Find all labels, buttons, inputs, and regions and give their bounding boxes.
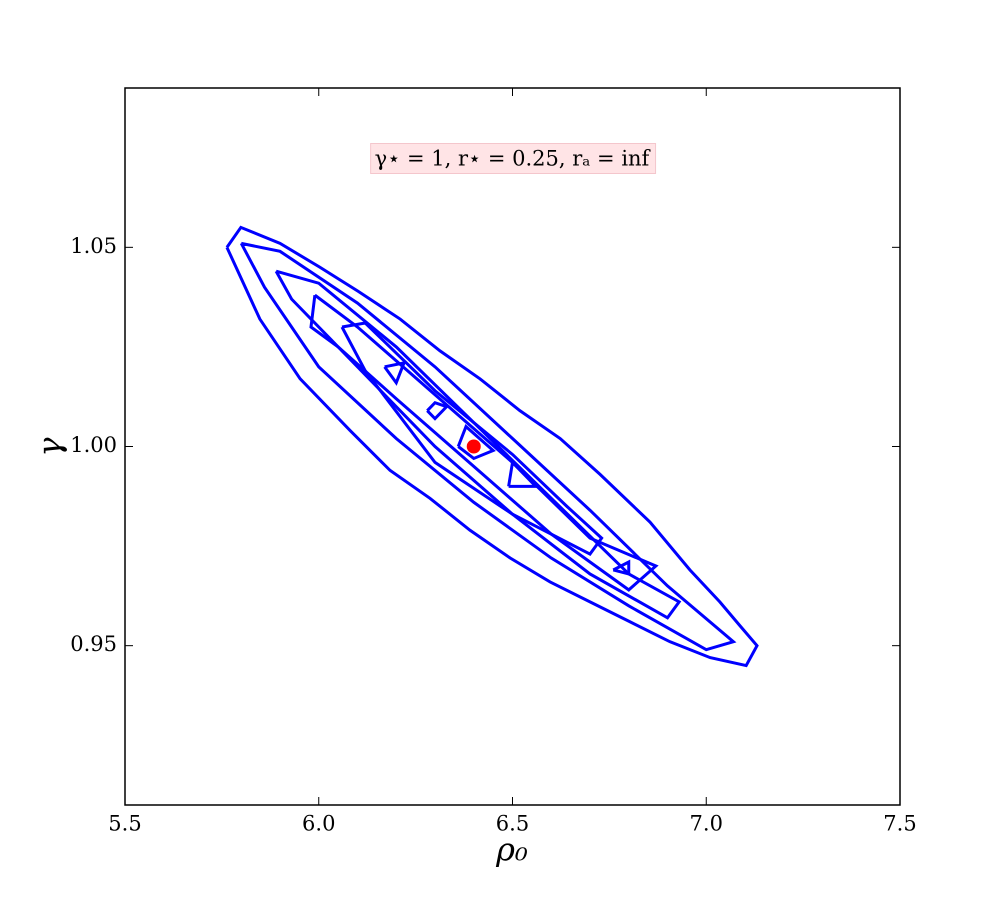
annotation: γ⋆ = 1, r⋆ = 0.25, rₐ = inf	[375, 147, 652, 171]
contour-line	[239, 241, 737, 652]
contour-line	[456, 424, 496, 461]
contour-line	[612, 559, 631, 576]
x-tick-label: 7.0	[690, 812, 723, 836]
y-tick-label: 1.00	[70, 433, 117, 457]
contour-line	[383, 360, 407, 386]
contour-line	[309, 293, 659, 592]
x-tick-label: 6.0	[302, 812, 335, 836]
contour-line	[340, 321, 604, 556]
x-tick-label: 7.5	[883, 812, 916, 836]
y-axis-label: γ	[31, 437, 69, 457]
contour-line	[274, 269, 682, 620]
best-fit-point	[466, 439, 481, 454]
y-tick-label: 0.95	[70, 632, 117, 656]
annotation-box	[370, 143, 657, 174]
contour-line	[507, 459, 540, 488]
x-axis-label: ρ₀	[495, 831, 528, 869]
y-tick-label: 1.05	[70, 234, 117, 258]
contour-line	[426, 400, 450, 421]
x-tick-label: 5.5	[108, 812, 141, 836]
x-tick-label: 6.5	[496, 812, 529, 836]
contour-line	[225, 225, 759, 668]
